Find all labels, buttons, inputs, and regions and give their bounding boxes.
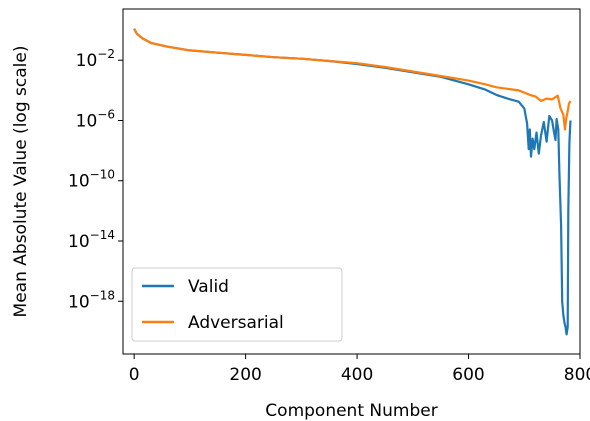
x-tick-label: 600 [452, 365, 484, 385]
legend: Valid Adversarial [131, 267, 343, 342]
y-axis-label: Mean Absolute Value (log scale) [11, 46, 31, 318]
x-tick-label: 800 [564, 365, 590, 385]
y-tick-label: 10−14 [68, 228, 115, 252]
y-tick-label: 10−2 [76, 47, 115, 71]
plot-frame [122, 8, 581, 355]
x-tick-label: 0 [129, 365, 140, 385]
legend-label-valid: Valid [188, 277, 229, 297]
x-tick-label: 200 [229, 365, 261, 385]
y-tick-label: 10−18 [68, 288, 115, 312]
y-tick-label: 10−10 [68, 168, 115, 192]
x-axis: 0 200 400 600 800 [129, 354, 590, 385]
plot-series [133, 28, 572, 336]
legend-box [131, 267, 343, 342]
x-tick-label: 400 [341, 365, 373, 385]
legend-label-adversarial: Adversarial [188, 313, 284, 333]
series-line-adversarial [133, 28, 572, 131]
y-tick-label: 10−6 [76, 107, 115, 131]
y-axis: 10−2 10−6 10−10 10−14 10−18 [68, 47, 123, 312]
x-axis-label: Component Number [265, 401, 437, 421]
